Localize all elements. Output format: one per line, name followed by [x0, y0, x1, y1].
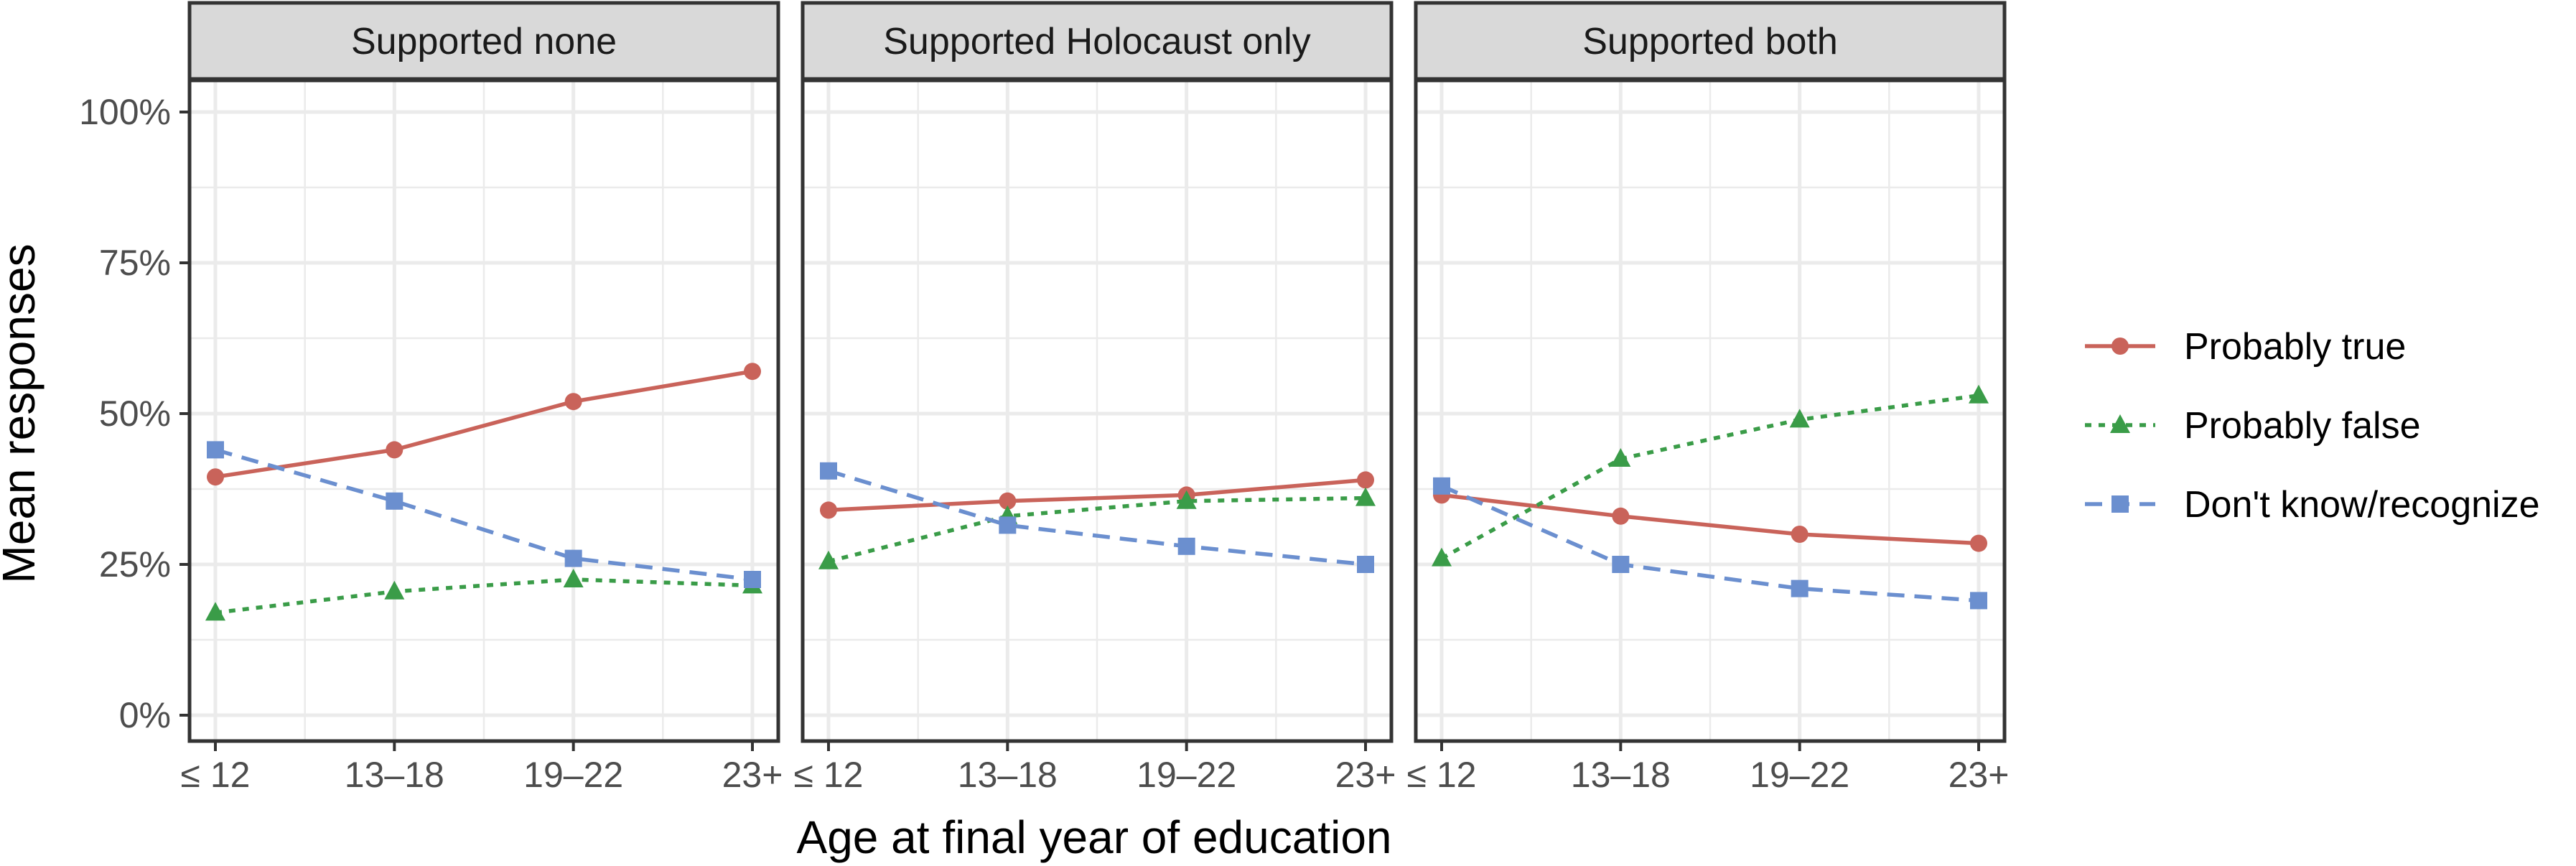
data-point — [1612, 556, 1630, 573]
facet-strip — [1414, 1, 2007, 81]
series-line-3 — [215, 447, 753, 582]
legend-item-1: Probably true — [2085, 326, 2406, 368]
data-point — [1433, 477, 1450, 495]
data-point — [818, 550, 839, 569]
data-point — [1610, 448, 1631, 467]
data-point — [1612, 507, 1630, 525]
data-point — [820, 462, 837, 480]
data-point — [1789, 409, 1810, 428]
panel-1: Supported none — [187, 1, 780, 743]
x-tick-label: 23+ — [1949, 755, 2010, 795]
x-axis: ≤ 12 13–18 19–22 23+ ≤ 12 13–18 19–22 23+ ≤ 12 13… — [181, 741, 2010, 795]
chart-panels: Supported none Supported Holocaust only Su… — [187, 1, 2007, 743]
data-point — [999, 492, 1017, 510]
data-point — [1969, 384, 1989, 404]
data-point — [1432, 547, 1452, 567]
series-line-2 — [828, 495, 1366, 564]
data-point — [1357, 471, 1374, 489]
x-tick-label: 19–22 — [523, 755, 623, 795]
data-point — [1177, 537, 1195, 555]
data-point — [1176, 490, 1197, 509]
facet-label: Supported Holocaust only — [883, 21, 1311, 62]
x-axis-title: Age at final year of education — [797, 811, 1392, 863]
x-tick-label: 13–18 — [345, 755, 444, 795]
data-point — [386, 441, 403, 459]
legend-marker — [2110, 414, 2130, 433]
x-tick-label: 23+ — [1335, 755, 1396, 795]
y-axis: 0% 25% 50% 75% 100% — [79, 92, 190, 735]
y-tick-label: 25% — [99, 544, 171, 585]
panel-3: Supported both — [1414, 1, 2007, 743]
y-tick-label: 100% — [79, 92, 171, 132]
series-line-1 — [215, 369, 753, 479]
x-tick-label: ≤ 12 — [794, 755, 864, 795]
panel-border — [1414, 78, 2007, 743]
y-axis-title: Mean responses — [0, 243, 45, 583]
data-point — [1970, 534, 1987, 552]
data-point — [744, 571, 761, 588]
data-point — [207, 441, 224, 459]
legend-item-3: Don't know/recognize — [2085, 484, 2540, 526]
x-tick-label: 19–22 — [1137, 755, 1236, 795]
facet-label: Supported none — [351, 21, 617, 62]
y-tick-label: 0% — [119, 695, 171, 735]
facet-strip — [187, 1, 780, 81]
x-tick-label: 19–22 — [1750, 755, 1849, 795]
data-point — [1970, 592, 1987, 610]
series-line-3 — [828, 469, 1366, 567]
panel-border — [187, 78, 780, 743]
x-tick-label: 13–18 — [958, 755, 1058, 795]
legend-marker — [2111, 495, 2129, 513]
data-point — [1791, 579, 1809, 597]
data-point — [563, 569, 584, 587]
panel-border — [801, 78, 1394, 743]
legend-label: Probably false — [2184, 405, 2421, 447]
y-tick-label: 50% — [99, 394, 171, 434]
x-tick-label: 13–18 — [1571, 755, 1671, 795]
series-line-3 — [1440, 484, 1979, 603]
data-point — [999, 516, 1017, 534]
data-point — [1355, 487, 1376, 506]
legend-label: Don't know/recognize — [2184, 484, 2540, 526]
legend-item-2: Probably false — [2085, 405, 2421, 447]
data-point — [564, 393, 582, 411]
panel-2: Supported Holocaust only — [801, 1, 1394, 743]
data-point — [384, 580, 405, 600]
y-tick-label: 75% — [99, 243, 171, 283]
facet-label: Supported both — [1582, 21, 1838, 62]
series-line-1 — [1441, 493, 1979, 546]
series-line-1 — [828, 478, 1366, 513]
legend-marker — [2111, 337, 2129, 355]
data-point — [1357, 556, 1374, 573]
data-point — [386, 492, 403, 510]
legend-label: Probably true — [2184, 326, 2406, 368]
data-point — [744, 363, 761, 381]
legend: Probably true Probably false Don't know/re… — [2085, 326, 2540, 526]
data-point — [1791, 526, 1809, 543]
data-point — [820, 501, 837, 519]
x-tick-label: 23+ — [722, 755, 783, 795]
x-tick-label: ≤ 12 — [1407, 755, 1477, 795]
data-point — [564, 549, 582, 567]
data-point — [207, 468, 224, 486]
data-point — [205, 602, 225, 621]
x-tick-label: ≤ 12 — [181, 755, 251, 795]
series-line-2 — [1440, 394, 1979, 561]
